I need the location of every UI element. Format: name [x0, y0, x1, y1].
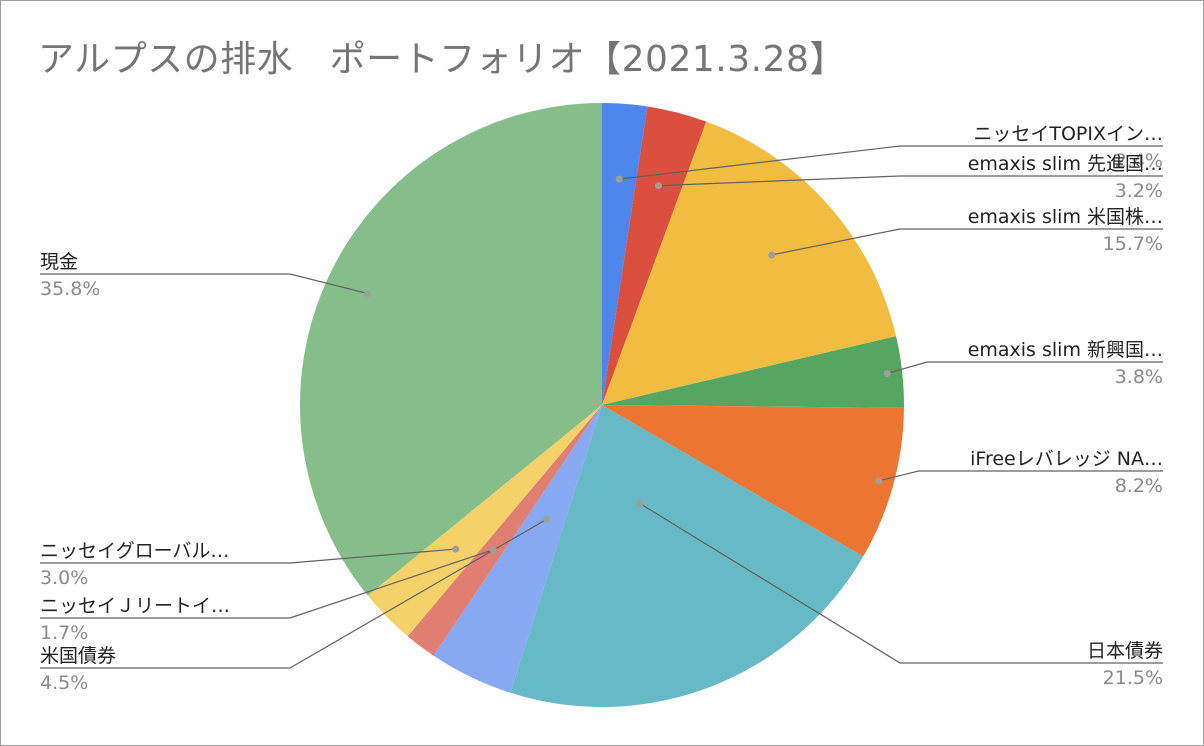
leader-dot-10 [363, 289, 371, 297]
leader-line-1 [619, 145, 1163, 180]
leader-line-8 [40, 549, 494, 619]
slice-label-4: emaxis slim 新興国… [968, 339, 1163, 361]
chart-title: アルプスの排水 ポートフォリオ【2021.3.28】 [38, 39, 846, 80]
pie-slice-5 [602, 405, 904, 557]
leader-line-5 [878, 470, 1163, 482]
leader-line-2 [658, 175, 1163, 187]
leader-line-3 [771, 228, 1163, 256]
slice-percent-3: 15.7% [1103, 233, 1163, 255]
slice-percent-9: 3.0% [40, 567, 88, 589]
leader-dot-2 [654, 182, 662, 190]
leader-line-4 [886, 361, 1163, 375]
leader-dot-7 [543, 515, 551, 523]
slice-percent-5: 8.2% [1115, 475, 1163, 497]
leader-line-6 [639, 503, 1163, 664]
slice-percent-1: 2.4% [1115, 150, 1163, 172]
pie-slice-10 [300, 103, 602, 596]
slice-label-2: emaxis slim 先進国… [968, 153, 1163, 175]
slice-label-3: emaxis slim 米国株… [968, 206, 1163, 228]
pie-slice-1 [602, 103, 648, 405]
slice-label-9: ニッセイグローバル… [40, 540, 229, 562]
slice-label-1: ニッセイTOPIXイン… [973, 123, 1163, 145]
slice-label-5: iFreeレバレッジ NA… [970, 448, 1163, 470]
leader-line-9 [40, 548, 456, 564]
slice-label-10: 現金 [40, 251, 78, 273]
leader-dot-4 [883, 369, 891, 377]
leader-dot-1 [615, 175, 623, 183]
leader-line-10 [40, 273, 368, 295]
slice-percent-2: 3.2% [1115, 180, 1163, 202]
pie-slice-6 [510, 405, 864, 707]
leader-dot-9 [452, 545, 460, 553]
slice-label-6: 日本債券 [1087, 640, 1163, 662]
slice-label-7: 米国債券 [40, 645, 116, 667]
pie-slice-8 [407, 405, 602, 656]
leader-dot-6 [636, 500, 644, 508]
slice-percent-7: 4.5% [40, 672, 88, 694]
pie-slice-4 [602, 336, 904, 408]
leader-dot-5 [875, 477, 883, 485]
pie-slice-7 [433, 405, 602, 693]
pie-slice-3 [602, 121, 897, 405]
pie-slice-9 [367, 405, 602, 637]
leader-line-7 [40, 518, 548, 669]
slice-percent-8: 1.7% [40, 622, 88, 644]
slice-percent-10: 35.8% [40, 278, 100, 300]
slice-percent-6: 21.5% [1103, 667, 1163, 689]
leader-dot-3 [768, 251, 776, 259]
slice-percent-4: 3.8% [1115, 366, 1163, 388]
leader-dot-8 [489, 546, 497, 554]
pie-slice-2 [602, 106, 707, 406]
slice-label-8: ニッセイＪリートイ… [40, 595, 230, 617]
